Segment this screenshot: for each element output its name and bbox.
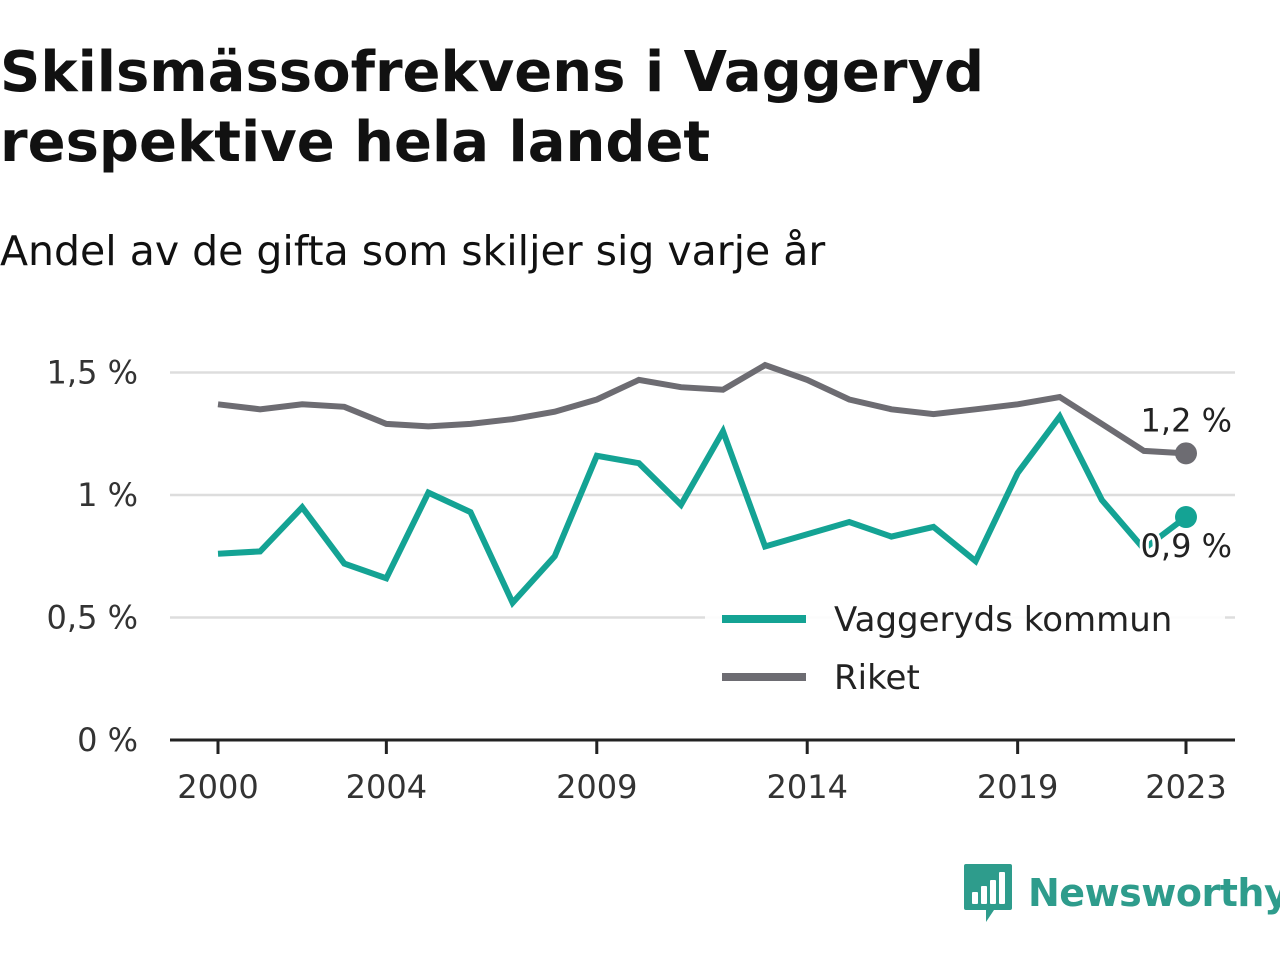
series-lines — [217, 361, 1197, 609]
x-tick-label: 2009 — [556, 768, 637, 806]
end-labels: 1,2 % 0,9 % — [1138, 401, 1235, 568]
y-tick-label: 0 % — [77, 721, 138, 759]
chart-title: Skilsmässofrekvens i Vaggeryd respektive… — [0, 40, 985, 175]
end-label-riket: 1,2 % — [1141, 401, 1232, 439]
x-tick-label: 2000 — [177, 768, 258, 806]
chart-subtitle: Andel av de gifta som skiljer sig varje … — [0, 227, 826, 275]
x-tick-label: 2014 — [766, 768, 847, 806]
series-line-riket — [217, 361, 1187, 457]
x-tick-label: 2023 — [1145, 768, 1226, 806]
legend-background — [705, 584, 1225, 640]
end-label-vaggeryd: 0,9 % — [1141, 527, 1232, 565]
legend: Vaggeryds kommun Riket — [705, 584, 1225, 698]
end-point-riket — [1175, 442, 1197, 465]
legend-label-riket: Riket — [834, 658, 920, 698]
legend-label-vaggeryd: Vaggeryds kommun — [834, 600, 1172, 640]
y-tick-label: 1 % — [77, 476, 138, 514]
x-tick-label: 2019 — [977, 768, 1058, 806]
line-chart: 0 % 0,5 % 1 % 1,5 % 2000 2004 2009 2014 2019 202… — [47, 354, 1235, 806]
bar-chart-speech-bubble-icon — [964, 864, 1012, 922]
legend-background — [705, 642, 1225, 698]
y-axis-ticks: 0 % 0,5 % 1 % 1,5 % — [47, 354, 138, 760]
x-tick-label: 2004 — [346, 768, 427, 806]
y-tick-label: 0,5 % — [47, 599, 138, 637]
end-point-vaggeryd — [1175, 506, 1197, 529]
newsworthy-logo[interactable]: Newsworthy — [962, 862, 1280, 924]
series-line-vaggeryd — [217, 410, 1188, 609]
x-axis: 2000 2004 2009 2014 2019 2023 — [170, 738, 1235, 806]
y-tick-label: 1,5 % — [47, 354, 138, 392]
brand-name: Newsworthy — [1028, 871, 1280, 915]
